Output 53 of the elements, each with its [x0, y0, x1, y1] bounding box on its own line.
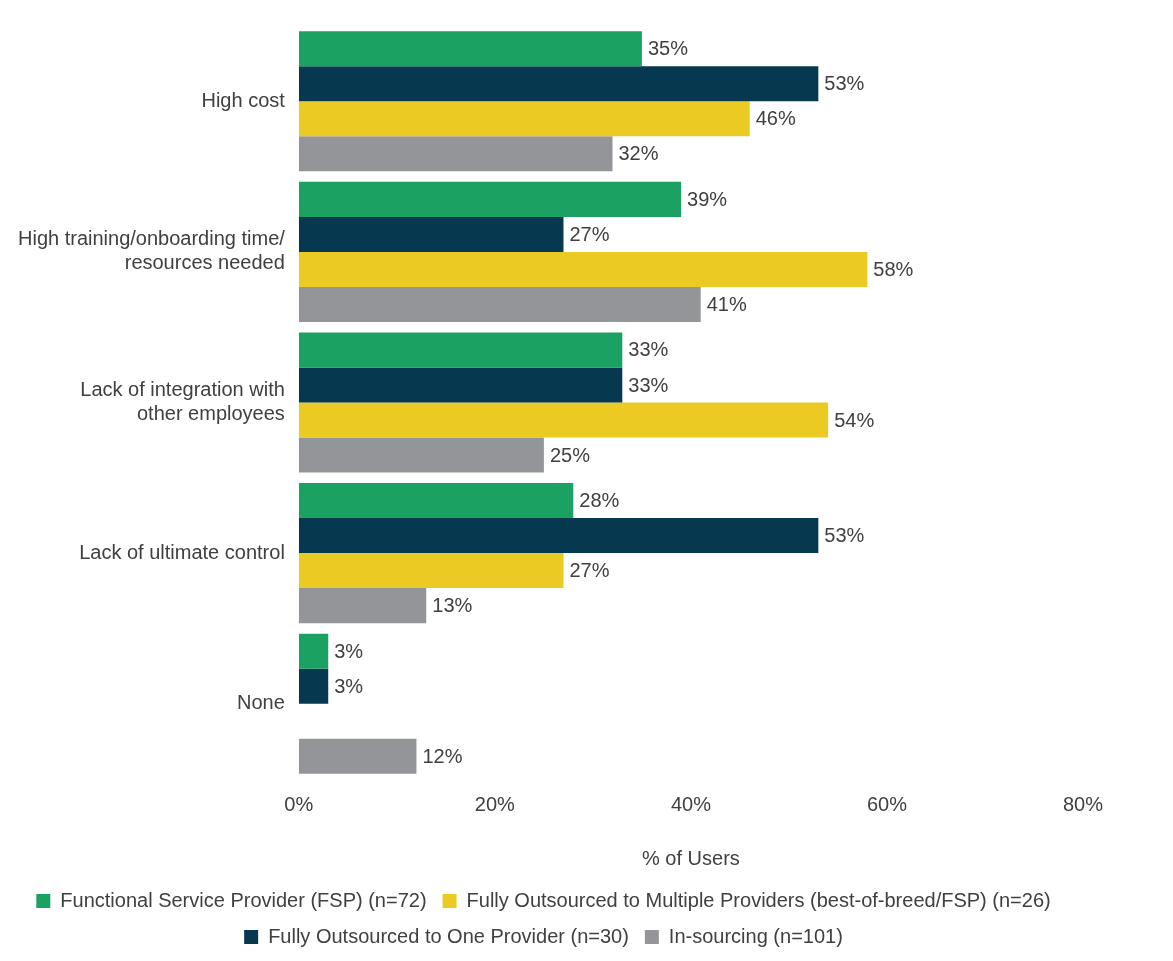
legend-label: Fully Outsourced to Multiple Providers (best-of-breed/FSP) (n=26): [466, 888, 1051, 911]
x-tick-label: 60%: [866, 792, 908, 815]
bar: [298, 332, 623, 368]
bar: [298, 216, 564, 252]
data-label: 27%: [569, 222, 610, 245]
bar: [298, 553, 564, 589]
x-tick-label: 20%: [474, 792, 516, 815]
bar: [298, 402, 829, 438]
bar: [298, 136, 613, 172]
y-tick-label: High cost: [201, 88, 286, 111]
data-label: 33%: [628, 373, 669, 396]
data-label: 53%: [824, 72, 865, 95]
legend-label: Fully Outsourced to One Provider (n=30): [268, 924, 629, 947]
bar: [298, 251, 868, 287]
y-tick-label: None: [237, 691, 285, 714]
bar: [298, 668, 329, 704]
x-tick-label: 80%: [1062, 792, 1104, 815]
x-tick-label: 0%: [284, 792, 314, 815]
bar: [298, 738, 417, 774]
data-label: 13%: [432, 594, 473, 617]
data-label: 54%: [834, 408, 875, 431]
bar: [298, 518, 819, 554]
bar: [298, 633, 329, 669]
y-tick-label: Lack of integration with other employees: [80, 378, 285, 425]
data-label: 27%: [569, 559, 610, 582]
bar: [298, 437, 544, 473]
data-label: 25%: [549, 443, 591, 466]
data-label: 3%: [334, 639, 364, 662]
bar: [298, 66, 819, 102]
bar: [298, 367, 623, 403]
data-label: 32%: [618, 142, 659, 165]
data-label: 28%: [579, 489, 620, 512]
data-label: 35%: [647, 37, 689, 60]
bar: [298, 31, 642, 67]
legend-label: Functional Service Provider (FSP) (n=72): [60, 888, 427, 911]
data-label: 33%: [628, 338, 669, 361]
y-tick-label: Lack of ultimate control: [79, 540, 285, 563]
bar: [298, 101, 750, 137]
legend-label: In-sourcing (n=101): [668, 924, 843, 947]
x-tick-label: 40%: [670, 792, 712, 815]
bar: [298, 181, 682, 217]
data-label: 39%: [687, 187, 728, 210]
bar: [298, 483, 574, 519]
data-label: 12%: [422, 744, 463, 767]
y-tick-label: High training/onboarding time/ resources needed: [18, 227, 286, 274]
data-label: 58%: [873, 257, 914, 280]
data-label: 3%: [334, 674, 364, 697]
data-label: 53%: [824, 524, 865, 547]
bar: [298, 286, 701, 322]
x-axis-title: % of Users: [642, 846, 740, 869]
bar: [298, 588, 427, 624]
data-label: 41%: [706, 292, 747, 315]
data-label: 46%: [755, 107, 796, 130]
